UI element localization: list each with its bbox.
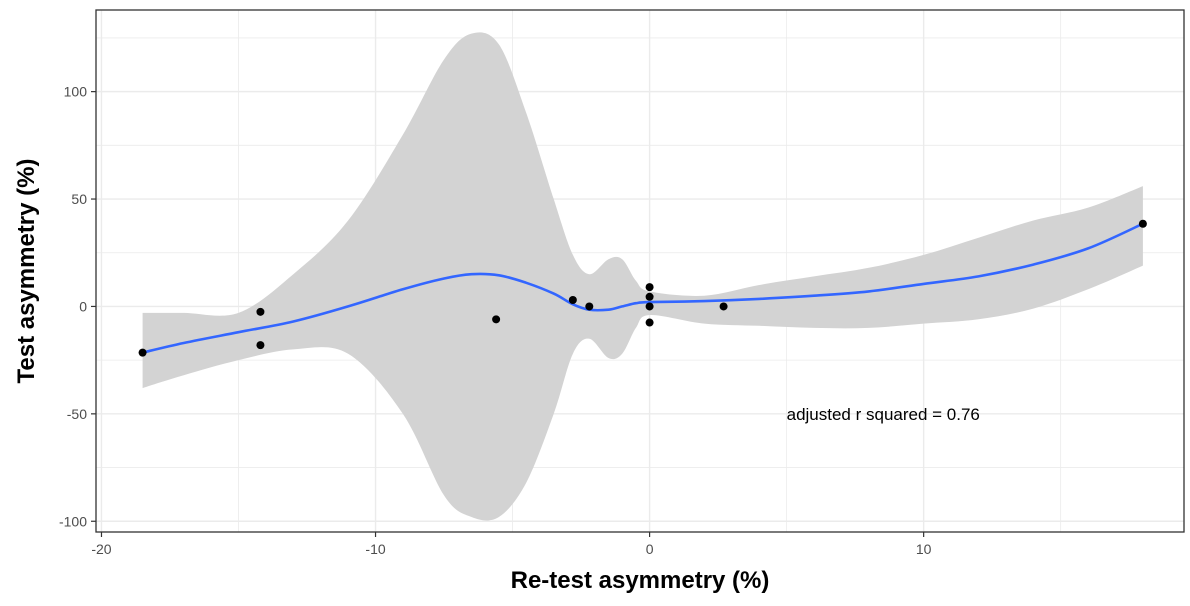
- data-point: [1138, 219, 1147, 228]
- x-tick-label: -20: [91, 541, 111, 557]
- x-tick-labels: -20 -10 0 10: [91, 541, 931, 557]
- x-tick-label: -10: [365, 541, 385, 557]
- x-tick-label: 10: [916, 541, 932, 557]
- data-point: [585, 302, 594, 311]
- data-points: [138, 219, 1147, 357]
- y-tick-label: 100: [64, 84, 88, 100]
- y-tick-label: -50: [67, 406, 87, 422]
- data-point: [719, 302, 728, 311]
- y-tick-labels: -100 -50 0 50 100: [59, 84, 87, 530]
- r-squared-annotation: adjusted r squared = 0.76: [787, 405, 980, 424]
- panel-border: [95, 9, 1185, 533]
- axis-ticks: [91, 91, 925, 537]
- data-point: [645, 302, 654, 311]
- data-point: [492, 315, 501, 324]
- data-point: [645, 318, 654, 327]
- data-point: [256, 307, 265, 316]
- data-point: [645, 283, 654, 292]
- y-tick-label: 0: [79, 298, 87, 314]
- y-axis-title: Test asymmetry (%): [13, 159, 40, 384]
- confidence-band: [142, 32, 1143, 521]
- data-point: [138, 348, 147, 357]
- x-axis-title: Re-test asymmetry (%): [511, 567, 770, 594]
- x-tick-label: 0: [646, 541, 654, 557]
- data-point: [256, 341, 265, 350]
- smooth-trend-line: [142, 222, 1144, 354]
- y-tick-label: 50: [71, 191, 87, 207]
- data-point: [645, 292, 654, 301]
- data-point: [568, 296, 577, 304]
- y-tick-label: -100: [59, 513, 87, 529]
